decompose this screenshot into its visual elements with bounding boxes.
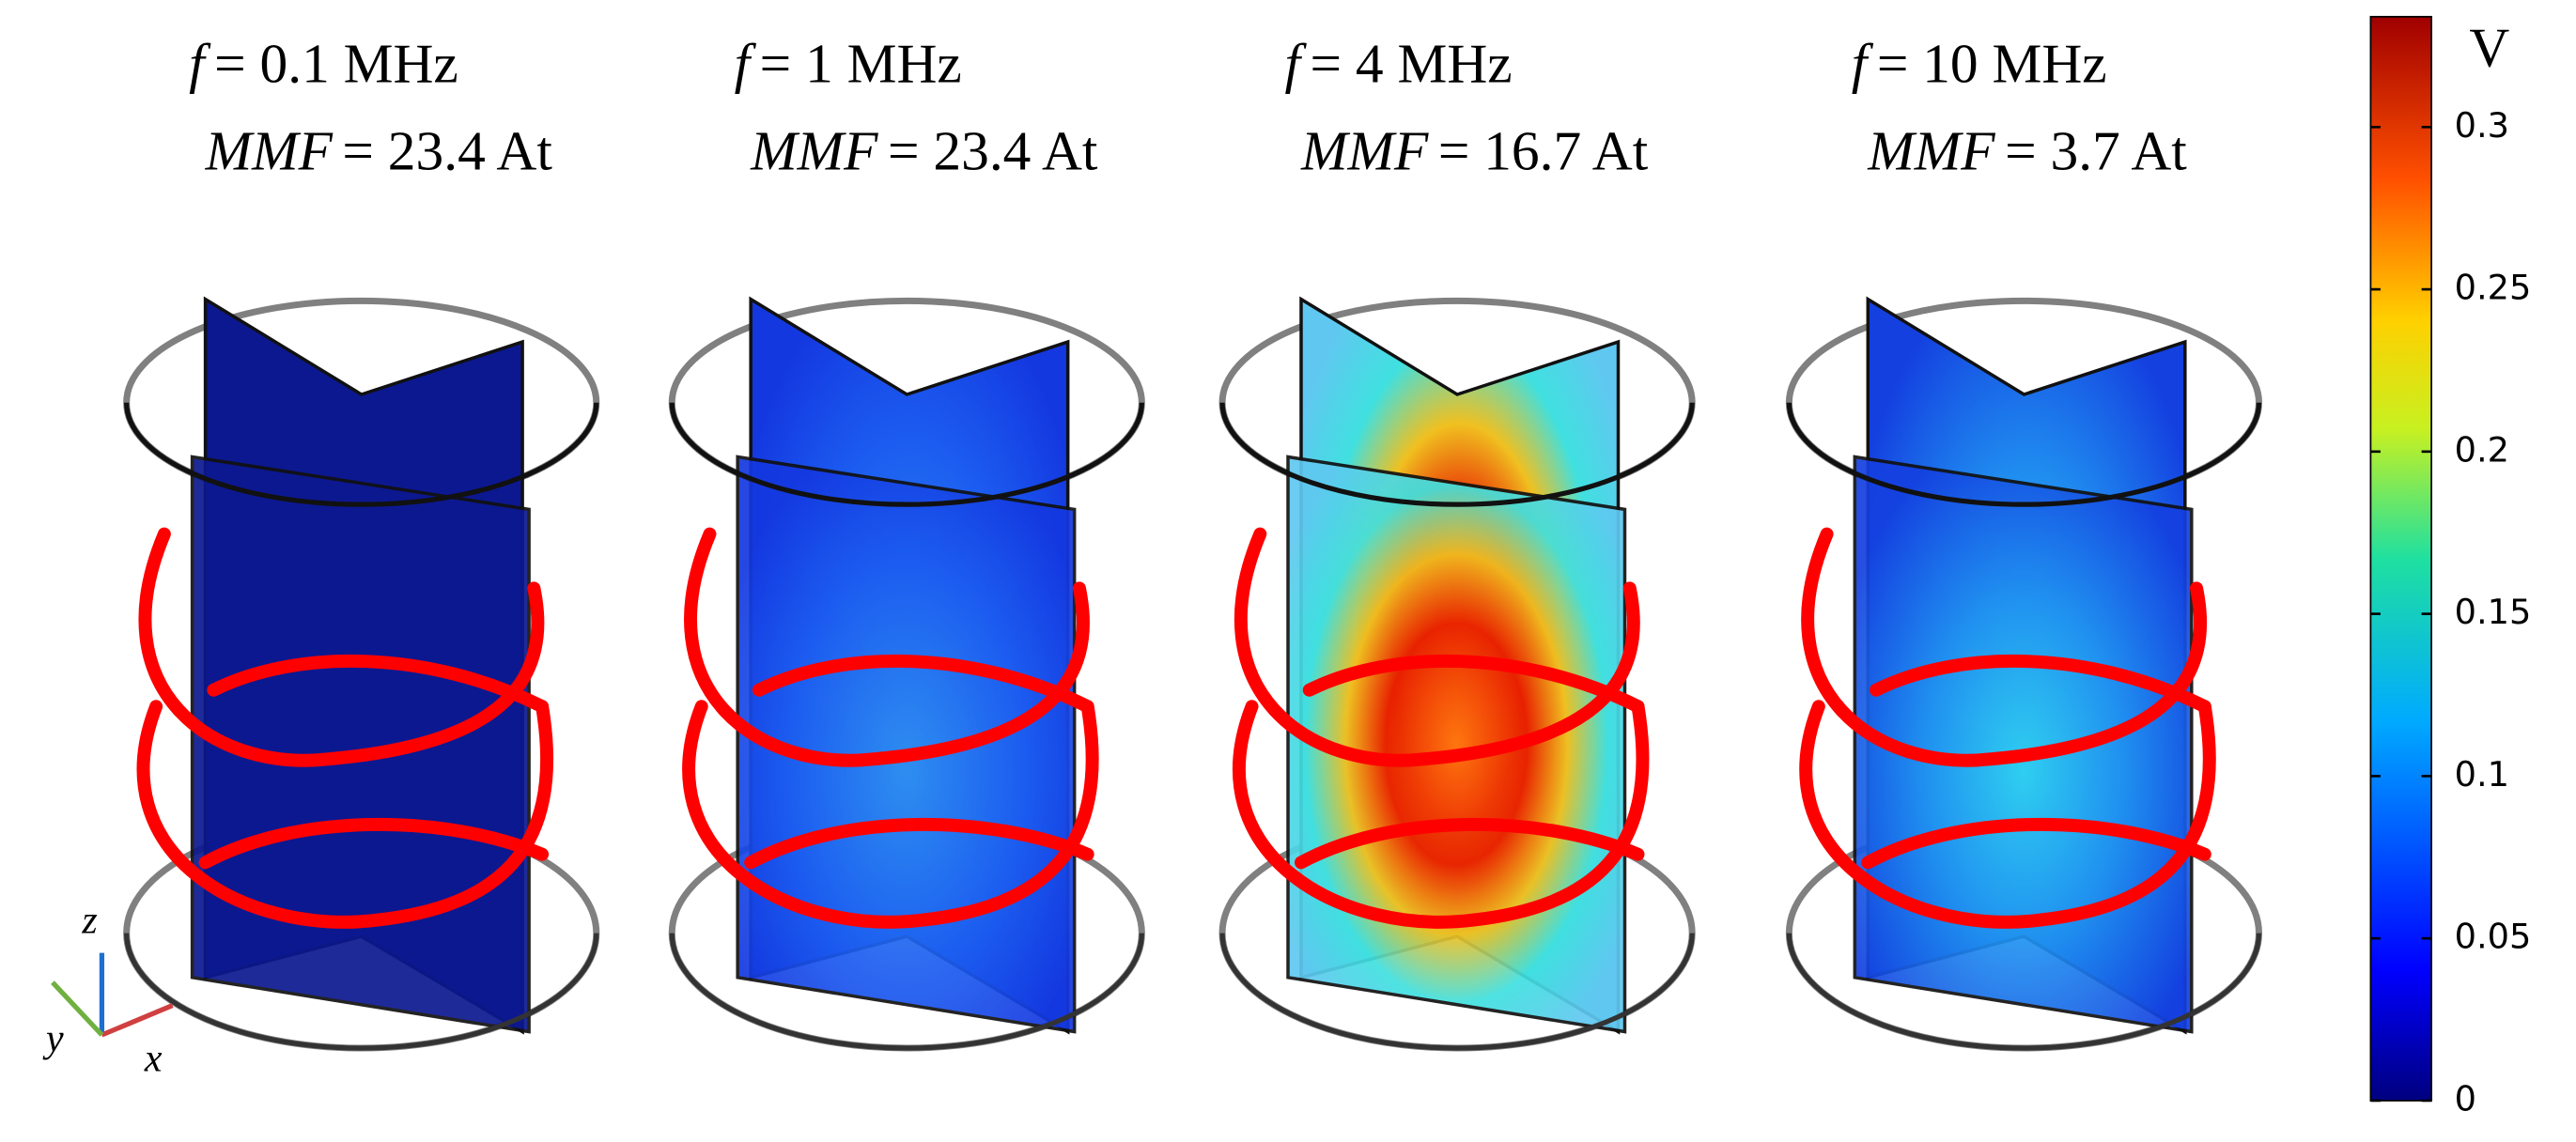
mmf-value: = 23.4 At bbox=[888, 119, 1098, 181]
top-ring-front bbox=[1219, 402, 1695, 507]
coil bbox=[684, 527, 1090, 767]
tick-label: 0.25 bbox=[2455, 268, 2532, 308]
coil bbox=[207, 654, 550, 714]
coil bbox=[1234, 527, 1640, 767]
mmf-symbol: MMF bbox=[205, 119, 334, 181]
frequency-label: f = 0.1 MHz bbox=[189, 33, 458, 95]
tick-label: 0.2 bbox=[2455, 429, 2509, 470]
top-ring-front bbox=[669, 402, 1144, 507]
coil bbox=[198, 817, 550, 870]
tick-label: 0.1 bbox=[2455, 754, 2509, 795]
frequency-symbol: f bbox=[189, 33, 211, 95]
front-plane bbox=[1853, 455, 2194, 1034]
coil bbox=[682, 700, 1099, 929]
tick-label: 0.05 bbox=[2455, 917, 2532, 957]
coil bbox=[136, 700, 554, 929]
frequency-label: f = 4 MHz bbox=[1285, 33, 1513, 95]
coil bbox=[752, 654, 1094, 714]
frequency-value: = 4 MHz bbox=[1311, 33, 1513, 95]
bottom-ring-front bbox=[1786, 933, 2262, 1051]
frequency-symbol: f bbox=[1285, 33, 1308, 95]
front-plane bbox=[190, 455, 531, 1034]
coil bbox=[1233, 700, 1650, 929]
panel: f = 0.1 MHz MMF = 23.4 At bbox=[123, 33, 600, 1052]
coil bbox=[138, 527, 545, 767]
bottom-ring-front bbox=[124, 933, 599, 1051]
front-plane bbox=[1286, 455, 1627, 1034]
tick-label: 0.3 bbox=[2455, 105, 2509, 146]
frequency-label: f = 10 MHz bbox=[1852, 33, 2107, 95]
axis-label: y bbox=[42, 1018, 64, 1061]
coil bbox=[1801, 527, 2208, 767]
frequency-value: = 1 MHz bbox=[760, 33, 962, 95]
coil bbox=[1294, 817, 1645, 870]
panel: f = 10 MHz MMF = 3.7 At bbox=[1785, 33, 2262, 1052]
coil bbox=[1302, 654, 1645, 714]
frequency-symbol: f bbox=[735, 33, 757, 95]
colorbar-unit: V bbox=[2469, 16, 2509, 78]
panel: f = 4 MHz MMF = 16.7 At bbox=[1218, 33, 1696, 1052]
mmf-value: = 3.7 At bbox=[2005, 119, 2187, 181]
x-axis bbox=[101, 1003, 174, 1038]
tick-label: 0.15 bbox=[2455, 592, 2532, 632]
mmf-symbol: MMF bbox=[1300, 119, 1429, 181]
y-axis bbox=[51, 980, 104, 1037]
mmf-label: MMF = 23.4 At bbox=[750, 119, 1098, 181]
bottom-ring-front bbox=[1219, 933, 1695, 1051]
frequency-value: = 10 MHz bbox=[1877, 33, 2107, 95]
mmf-value: = 16.7 At bbox=[1438, 119, 1649, 181]
mmf-symbol: MMF bbox=[1867, 119, 1995, 181]
top-ring-front bbox=[1786, 402, 2262, 507]
coil bbox=[1870, 654, 2211, 714]
front-plane bbox=[736, 455, 1077, 1034]
frequency-symbol: f bbox=[1852, 33, 1874, 95]
bottom-ring-front bbox=[669, 933, 1144, 1051]
mmf-label: MMF = 16.7 At bbox=[1300, 119, 1649, 181]
axis-triad: z y x bbox=[42, 900, 174, 1080]
mmf-symbol: MMF bbox=[750, 119, 878, 181]
coil bbox=[1799, 700, 2216, 929]
coil bbox=[1861, 817, 2211, 870]
frequency-label: f = 1 MHz bbox=[735, 33, 962, 95]
axis-label: x bbox=[144, 1037, 163, 1080]
colorbar bbox=[2369, 15, 2432, 1102]
frequency-value: = 0.1 MHz bbox=[214, 33, 458, 95]
mmf-label: MMF = 23.4 At bbox=[205, 119, 553, 181]
top-ring-front bbox=[124, 402, 599, 507]
axis-label: z bbox=[81, 900, 97, 943]
mmf-value: = 23.4 At bbox=[342, 119, 552, 181]
coil bbox=[744, 817, 1094, 870]
panel: f = 1 MHz MMF = 23.4 At bbox=[668, 33, 1145, 1052]
tick-label: 0 bbox=[2455, 1078, 2476, 1119]
mmf-label: MMF = 3.7 At bbox=[1867, 119, 2187, 181]
